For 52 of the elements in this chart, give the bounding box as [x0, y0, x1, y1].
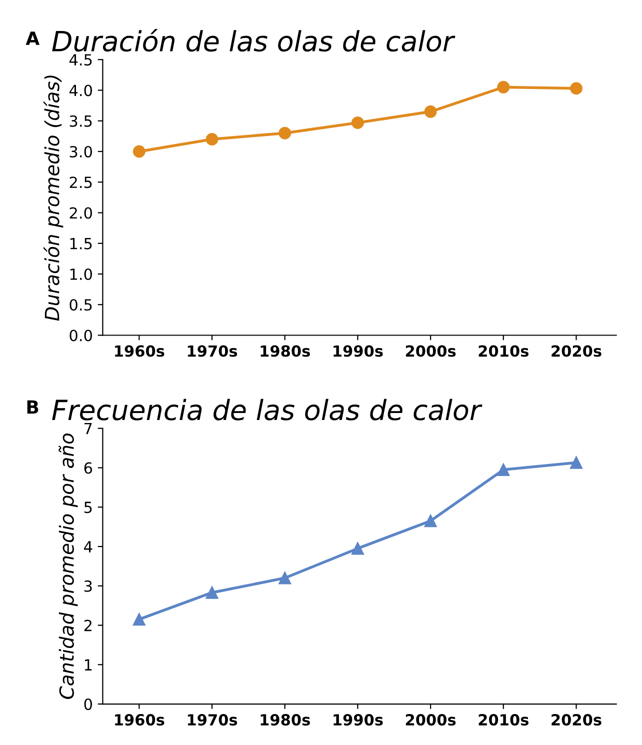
y-tick-label: 2.0 — [70, 207, 92, 219]
x-tick-label: 2020s — [552, 345, 602, 357]
point — [497, 80, 510, 94]
text: B — [27, 400, 38, 414]
y-tick-label: 3 — [84, 580, 92, 592]
y-tick-label: 2 — [84, 620, 92, 632]
point — [424, 514, 437, 528]
point — [132, 145, 146, 158]
x-tick-label: 1990s — [334, 714, 383, 726]
x-tick-label: 1990s — [334, 345, 383, 357]
y-axis-title: Duración promedio (días) — [44, 76, 64, 321]
y-tick-label: 1 — [84, 659, 92, 670]
y-axis-title: Cantidad promedio por año — [58, 434, 78, 699]
point — [206, 586, 218, 599]
point — [132, 613, 146, 626]
x-tick-label: 2020s — [552, 714, 602, 726]
point — [351, 116, 364, 129]
y-tick-label: 0.0 — [70, 330, 92, 342]
x-tick-label: 1960s — [115, 714, 164, 726]
y-tick-label: 4.0 — [69, 84, 92, 96]
x-tick-label: 1970s — [188, 345, 238, 357]
point — [278, 572, 292, 584]
chart-title: Frecuencia de las olas de calor — [52, 398, 482, 420]
y-tick-label: 1.0 — [70, 268, 92, 280]
y-tick-label: 7 — [84, 423, 92, 434]
point — [497, 463, 510, 476]
y-tick-label: 0.5 — [70, 299, 92, 311]
point — [424, 105, 437, 118]
x-tick-label: 1960s — [115, 345, 164, 357]
y-tick-label: 3.0 — [70, 146, 92, 158]
point — [206, 132, 218, 146]
point — [570, 82, 582, 95]
x-tick-label: 1970s — [188, 714, 238, 726]
point — [570, 456, 582, 469]
y-tick-label: 6 — [84, 462, 92, 474]
y-tick-label: 0 — [84, 698, 92, 710]
y-tick-label: 3.5 — [70, 115, 92, 127]
x-tick-label: 2010s — [478, 714, 528, 726]
y-tick-label: 4 — [84, 541, 92, 552]
x-tick-label: 1980s — [260, 345, 310, 357]
point — [278, 126, 292, 140]
x-tick-label: 1980s — [260, 714, 310, 726]
x-tick-label: 2010s — [478, 345, 528, 357]
y-tick-label: 1.5 — [70, 238, 92, 250]
chart-title: Duración de las olas de calor — [52, 29, 456, 52]
y-tick-label: 4.5 — [69, 54, 92, 66]
x-tick-label: 2000s — [406, 345, 456, 357]
text: A — [26, 32, 40, 45]
point — [351, 542, 364, 555]
y-tick-label: 2.5 — [70, 176, 92, 188]
y-tick-label: 5 — [84, 502, 92, 514]
x-tick-label: 2000s — [406, 714, 456, 726]
